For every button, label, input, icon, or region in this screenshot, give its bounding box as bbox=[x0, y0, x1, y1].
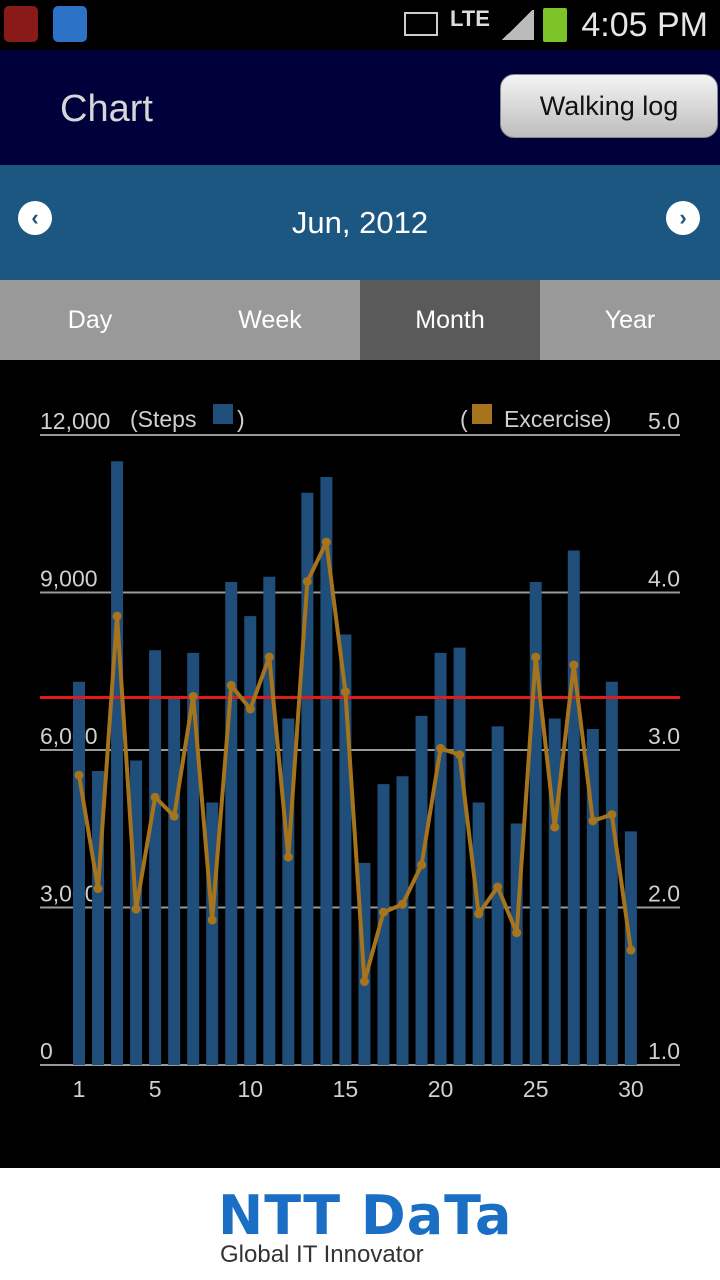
exercise-point bbox=[226, 680, 236, 690]
exercise-point bbox=[512, 928, 522, 938]
steps-bar bbox=[605, 681, 618, 1065]
steps-bar bbox=[320, 477, 333, 1065]
exercise-point bbox=[245, 704, 255, 714]
exercise-point bbox=[74, 770, 84, 780]
steps-bar bbox=[263, 576, 276, 1065]
tab-day[interactable]: Day bbox=[0, 280, 180, 360]
x-tick-label: 25 bbox=[523, 1076, 549, 1102]
steps-bar bbox=[187, 652, 200, 1065]
exercise-point bbox=[321, 537, 331, 547]
exercise-point bbox=[626, 945, 636, 955]
steps-exercise-chart: 12,000 5.0 9,000 4.0 6,000 3.0 3,000 2.0 0 1.0 (St… bbox=[40, 404, 680, 1102]
left-tick-label: 6,000 bbox=[40, 723, 98, 749]
x-tick-label: 1 bbox=[73, 1076, 86, 1102]
brand-logo: NTT DaTa bbox=[218, 1184, 513, 1247]
right-tick-label: 2.0 bbox=[648, 881, 680, 907]
exercise-point bbox=[550, 822, 560, 832]
exercise-point bbox=[169, 811, 179, 821]
exercise-point bbox=[302, 576, 312, 586]
steps-bar bbox=[567, 550, 580, 1065]
exercise-point bbox=[417, 860, 427, 870]
steps-bar bbox=[225, 582, 238, 1065]
exercise-point bbox=[398, 899, 408, 909]
clock: 4:05 PM bbox=[581, 6, 708, 44]
exercise-point bbox=[131, 904, 141, 914]
left-tick-label: 3,000 bbox=[40, 881, 98, 907]
mcafee-icon bbox=[4, 6, 38, 42]
steps-bar bbox=[396, 776, 409, 1065]
steps-bar bbox=[586, 729, 599, 1065]
exercise-point bbox=[474, 909, 484, 919]
steps-bar bbox=[206, 802, 219, 1065]
x-tick-label: 10 bbox=[237, 1076, 263, 1102]
exercise-point bbox=[378, 907, 388, 917]
status-bar: LTE 4:05 PM bbox=[0, 0, 720, 50]
exercise-point bbox=[493, 882, 503, 892]
right-tick-label: 5.0 bbox=[648, 408, 680, 434]
mute-icon bbox=[404, 12, 438, 36]
left-axis-label: (Steps bbox=[130, 406, 196, 432]
walking-log-button[interactable]: Walking log bbox=[500, 74, 718, 138]
period-tabs: Day Week Month Year bbox=[0, 280, 720, 360]
month-navigator: ‹ Jun, 2012 › bbox=[0, 165, 720, 280]
page-title: Chart bbox=[60, 88, 153, 130]
left-tick-label: 12,000 bbox=[40, 408, 110, 434]
exercise-point bbox=[188, 691, 198, 701]
exercise-point bbox=[93, 884, 103, 894]
steps-bar bbox=[548, 718, 561, 1065]
app-header: Chart Walking log bbox=[0, 50, 720, 165]
brand-tagline: Global IT Innovator bbox=[220, 1241, 424, 1268]
pedometer-icon bbox=[53, 6, 87, 42]
exercise-point bbox=[283, 852, 293, 862]
battery-icon bbox=[543, 8, 567, 42]
x-tick-label: 30 bbox=[618, 1076, 644, 1102]
steps-bar bbox=[472, 802, 485, 1065]
exercise-point bbox=[588, 816, 598, 826]
tab-month[interactable]: Month bbox=[360, 280, 540, 360]
network-type: LTE bbox=[450, 6, 490, 31]
previous-month-button[interactable]: ‹ bbox=[18, 201, 52, 235]
exercise-point bbox=[455, 750, 465, 760]
steps-bar bbox=[377, 784, 390, 1065]
steps-bar bbox=[168, 697, 181, 1065]
x-tick-label: 15 bbox=[333, 1076, 359, 1102]
left-tick-label: 0 bbox=[40, 1038, 53, 1064]
right-tick-label: 4.0 bbox=[648, 566, 680, 592]
x-tick-label: 20 bbox=[428, 1076, 454, 1102]
left-axis-label-close: ) bbox=[237, 406, 245, 432]
x-tick-label: 5 bbox=[149, 1076, 162, 1102]
next-month-button[interactable]: › bbox=[666, 201, 700, 235]
tab-week[interactable]: Week bbox=[180, 280, 360, 360]
exercise-point bbox=[607, 810, 617, 820]
exercise-point bbox=[112, 611, 122, 621]
right-tick-label: 3.0 bbox=[648, 723, 680, 749]
steps-bar bbox=[434, 652, 447, 1065]
exercise-point bbox=[150, 792, 160, 802]
ad-banner[interactable]: NTT DaTa Global IT Innovator bbox=[0, 1168, 720, 1280]
exercise-point bbox=[207, 915, 217, 925]
exercise-point bbox=[340, 687, 350, 697]
steps-bar bbox=[415, 715, 428, 1065]
exercise-point bbox=[359, 977, 369, 987]
current-month: Jun, 2012 bbox=[291, 205, 429, 240]
steps-legend-swatch bbox=[213, 404, 233, 424]
steps-bar bbox=[111, 461, 124, 1065]
exercise-point bbox=[436, 743, 446, 753]
steps-bar bbox=[244, 616, 257, 1065]
exercise-legend-swatch bbox=[472, 404, 492, 424]
steps-bar bbox=[149, 650, 162, 1065]
exercise-point bbox=[531, 652, 541, 662]
right-axis-label-open: ( bbox=[460, 406, 468, 432]
right-axis-label: Excercise) bbox=[504, 406, 611, 432]
signal-icon bbox=[500, 10, 534, 40]
steps-bar bbox=[73, 681, 85, 1065]
exercise-point bbox=[569, 660, 579, 670]
left-tick-label: 9,000 bbox=[40, 566, 98, 592]
exercise-point bbox=[264, 652, 274, 662]
steps-bar bbox=[453, 647, 466, 1065]
exercise-line bbox=[77, 540, 633, 984]
steps-bar bbox=[491, 726, 504, 1065]
right-tick-label: 1.0 bbox=[648, 1038, 680, 1064]
tab-year[interactable]: Year bbox=[540, 280, 720, 360]
